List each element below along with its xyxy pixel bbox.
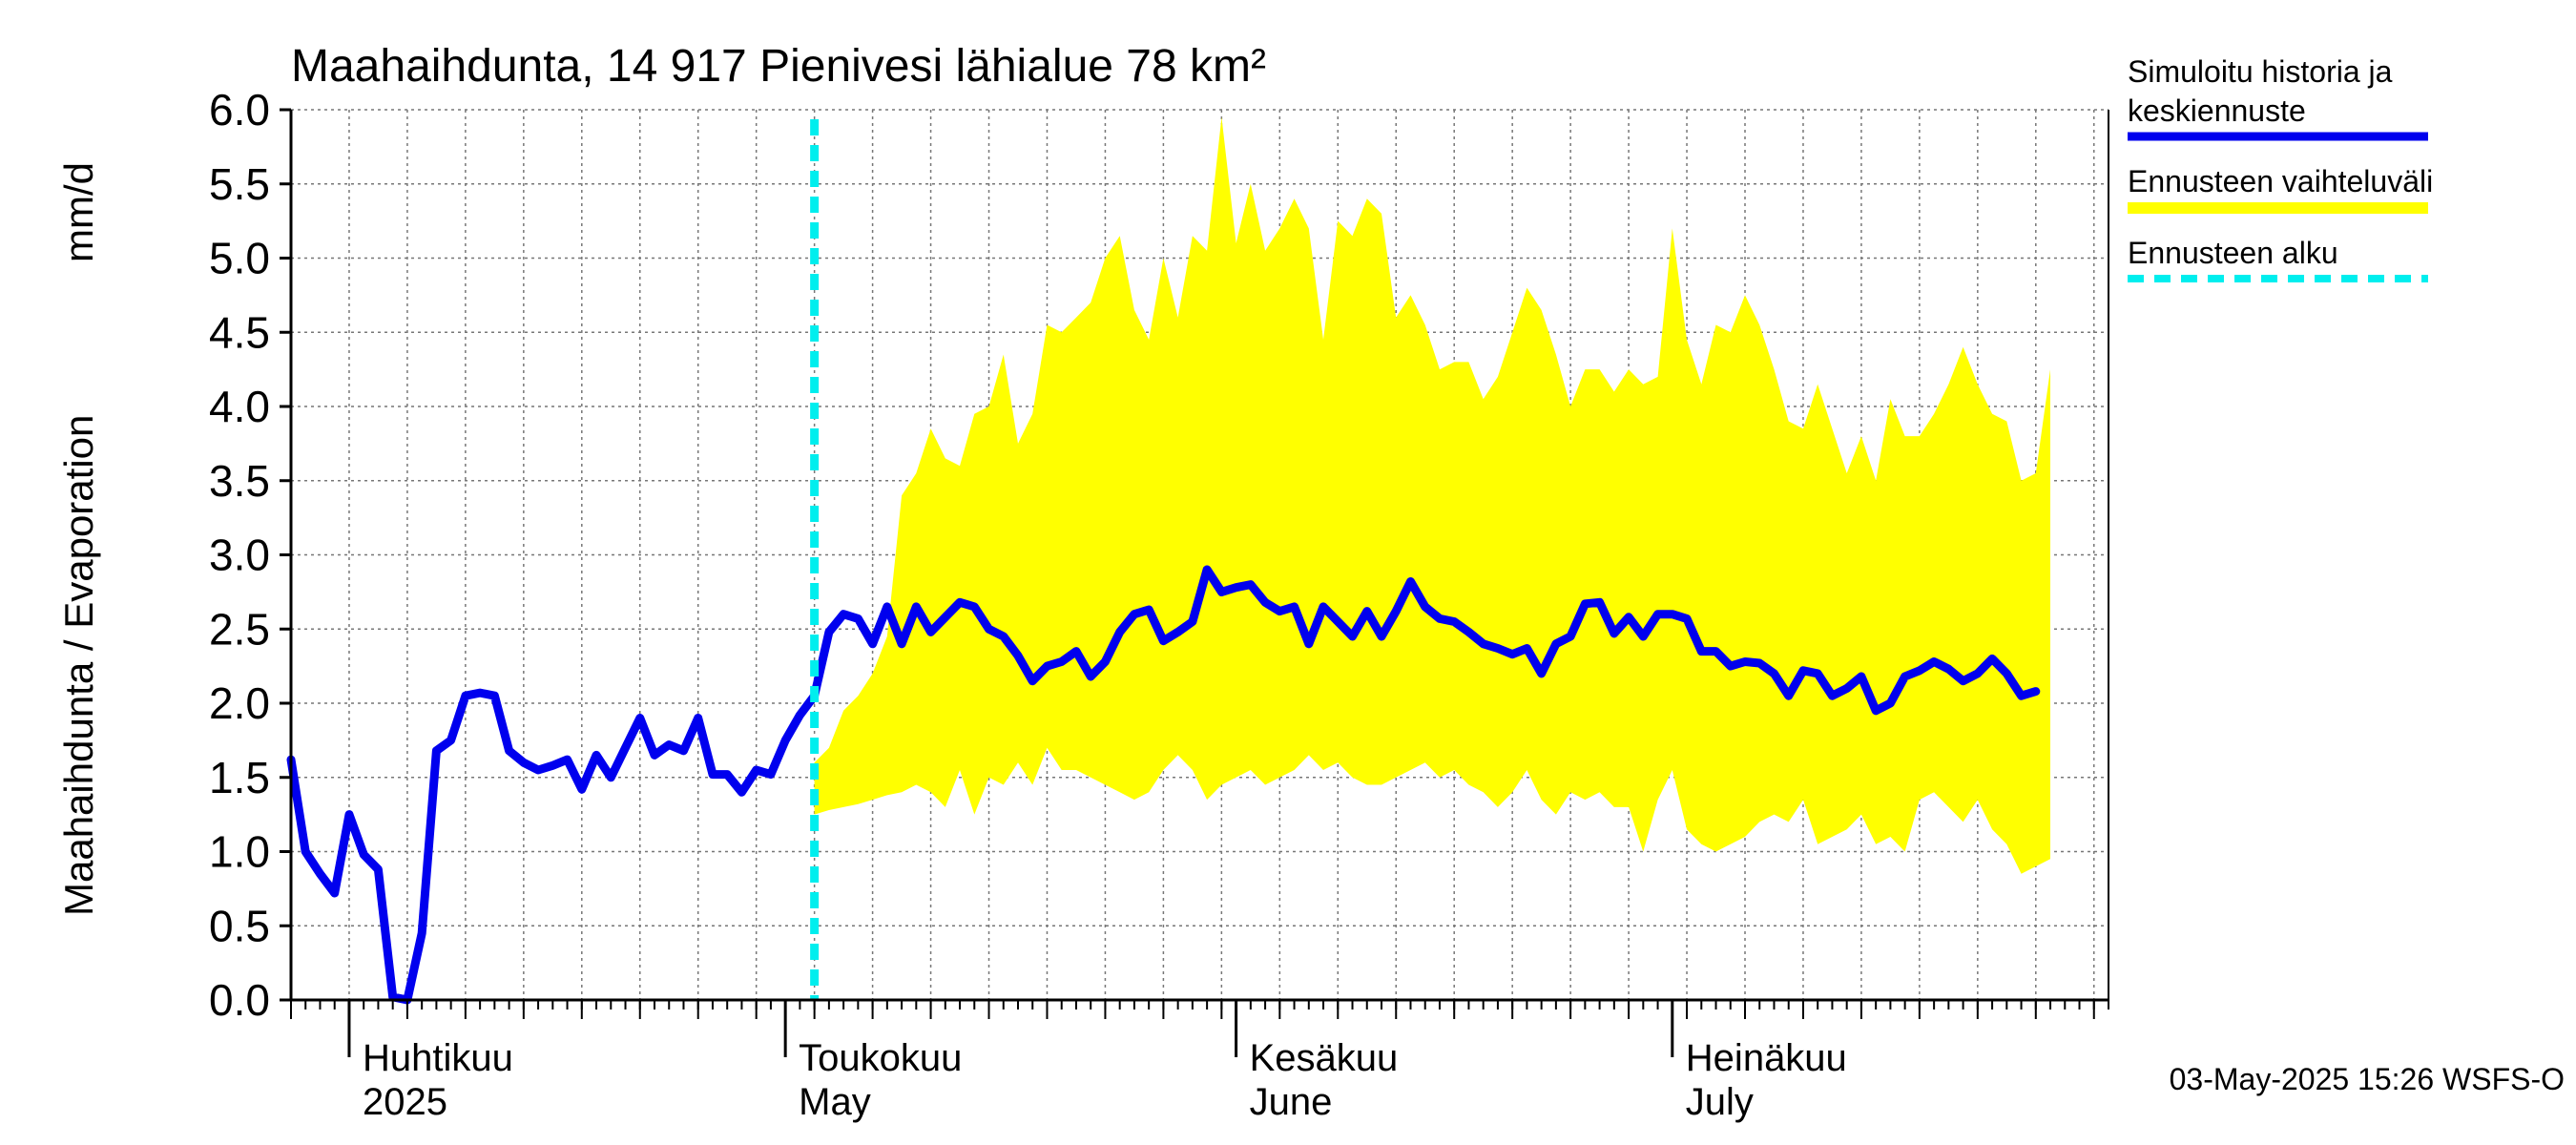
y-tick-label: 1.5 <box>209 753 270 802</box>
forecast-range-area <box>814 116 2050 874</box>
y-tick-label: 1.0 <box>209 827 270 877</box>
legend-label-forecast-start: Ennusteen alku <box>2128 236 2338 270</box>
y-tick-labels: 0.0 0.5 1.0 1.5 2.0 2.5 3.0 3.5 4.0 4.5 5.0 5.5 6.0 <box>209 85 270 1025</box>
month-label-en: May <box>799 1081 871 1123</box>
y-tick-label: 4.0 <box>209 382 270 431</box>
footer-timestamp: 03-May-2025 15:26 WSFS-O <box>2170 1062 2565 1096</box>
y-tick-label: 4.5 <box>209 307 270 357</box>
chart-title: Maahaihdunta, 14 917 Pienivesi lähialue … <box>291 41 1266 92</box>
y-axis-unit: mm/d <box>56 162 101 262</box>
y-tick-label: 2.0 <box>209 678 270 728</box>
y-tick-label: 5.0 <box>209 234 270 283</box>
legend: Simuloitu historia ja keskiennuste Ennus… <box>2128 54 2433 282</box>
y-tick-label: 3.5 <box>209 456 270 506</box>
month-label-fi: Toukokuu <box>799 1037 962 1079</box>
month-label-en: June <box>1250 1081 1333 1123</box>
month-label-en: 2025 <box>363 1081 447 1123</box>
month-label-en: July <box>1686 1081 1754 1123</box>
legend-label-simulated-line1: Simuloitu historia ja <box>2128 54 2393 89</box>
month-label-fi: Huhtikuu <box>363 1037 513 1079</box>
simulated-history-polyline <box>286 565 2041 1005</box>
axes <box>280 108 2109 1057</box>
y-axis-label: Maahaihdunta / Evaporation <box>56 415 101 916</box>
simulated-history-line <box>286 565 2041 1005</box>
y-tick-label: 0.5 <box>209 901 270 950</box>
legend-label-simulated-line2: keskiennuste <box>2128 94 2306 128</box>
month-label-fi: Heinäkuu <box>1686 1037 1847 1079</box>
y-tick-label: 2.5 <box>209 604 270 654</box>
month-label-fi: Kesäkuu <box>1250 1037 1399 1079</box>
forecast-range-band <box>814 116 2050 874</box>
legend-label-range: Ennusteen vaihteluväli <box>2128 164 2433 198</box>
y-tick-label: 5.5 <box>209 159 270 209</box>
y-tick-label: 3.0 <box>209 531 270 580</box>
y-tick-label: 0.0 <box>209 975 270 1025</box>
y-tick-label: 6.0 <box>209 85 270 135</box>
